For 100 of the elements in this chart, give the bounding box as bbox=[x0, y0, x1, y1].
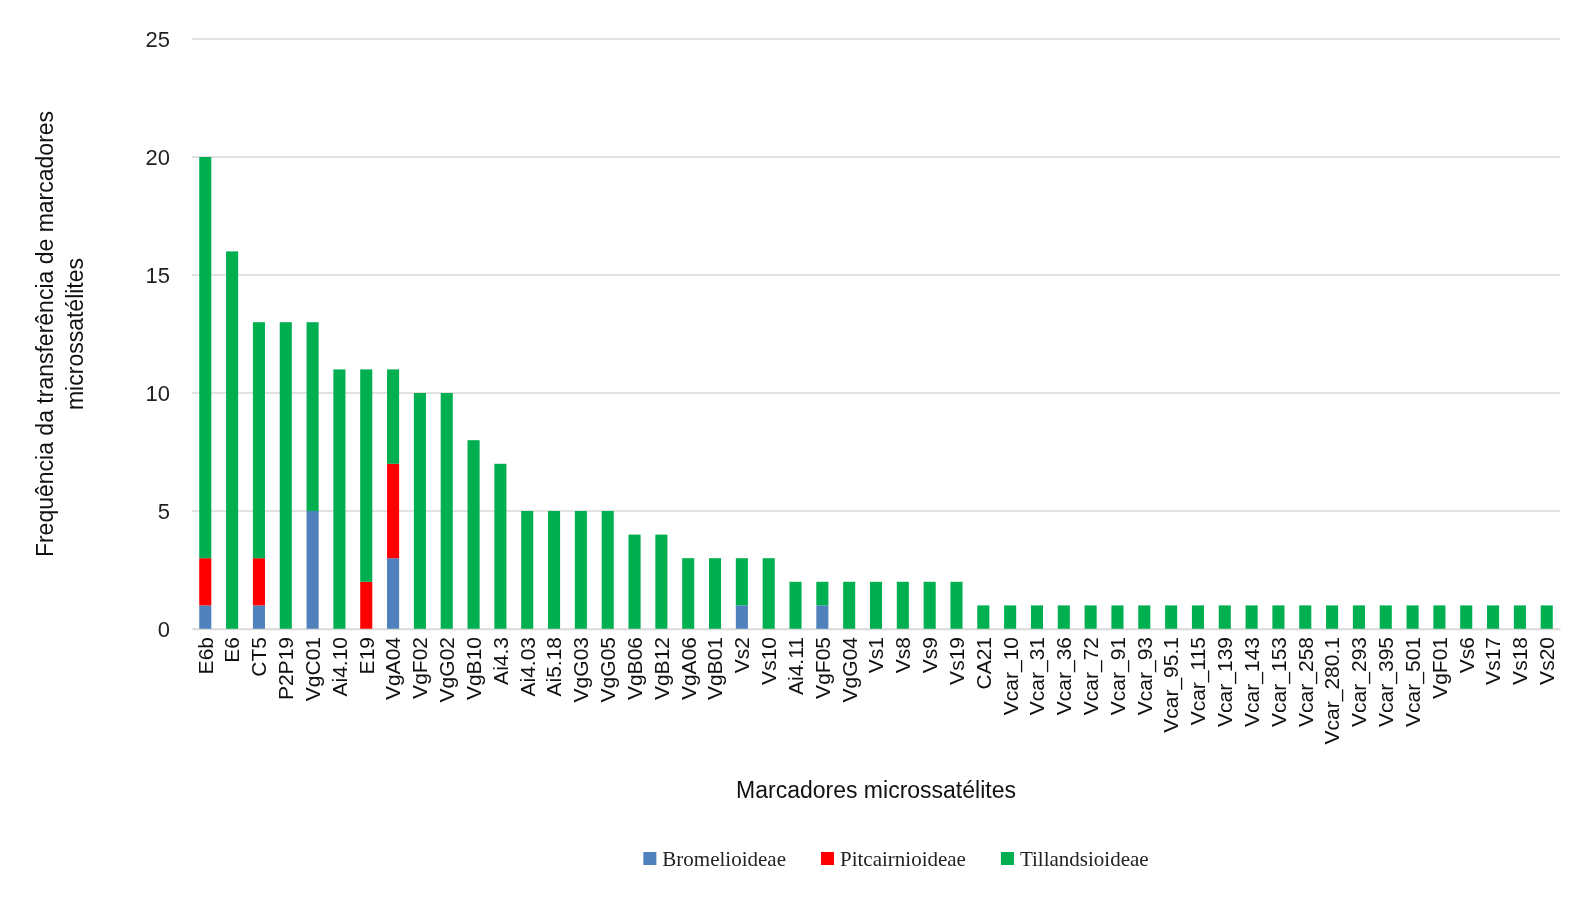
x-tick-label: Vs18 bbox=[1508, 637, 1532, 685]
bar bbox=[923, 581, 936, 629]
y-tick-label: 10 bbox=[145, 380, 170, 406]
bar bbox=[869, 581, 883, 629]
bar bbox=[333, 369, 346, 629]
y-axis-title: Frequência da transferência de marcadores microssatélites bbox=[32, 110, 88, 558]
x-tick-label: VgA04 bbox=[381, 636, 405, 701]
x-tick-label: Ai5.18 bbox=[542, 637, 566, 697]
bar bbox=[467, 440, 480, 629]
y-tick-label: 0 bbox=[157, 616, 170, 642]
bar bbox=[1299, 605, 1312, 629]
x-tick-label: Vcar_395 bbox=[1374, 637, 1399, 727]
x-tick-label: VgF01 bbox=[1427, 637, 1451, 699]
bar bbox=[413, 393, 426, 629]
bar bbox=[252, 322, 265, 559]
x-tick-label: VgA06 bbox=[676, 637, 700, 701]
x-tick-label: P2P19 bbox=[274, 637, 298, 701]
bar bbox=[1030, 605, 1044, 629]
bar bbox=[252, 558, 265, 606]
x-tick-label: VgB12 bbox=[649, 637, 673, 701]
bar bbox=[279, 322, 292, 629]
bar bbox=[896, 581, 909, 629]
bar bbox=[816, 605, 829, 629]
bar bbox=[574, 511, 587, 629]
bar bbox=[655, 534, 668, 629]
x-tick-label: VgB06 bbox=[622, 637, 646, 701]
x-tick-label: Vs8 bbox=[891, 637, 915, 674]
x-tick-label: VgF02 bbox=[408, 637, 432, 699]
x-tick-label: VgG03 bbox=[569, 637, 593, 703]
x-tick-label: VgF05 bbox=[810, 637, 834, 699]
bar bbox=[950, 581, 963, 629]
bar bbox=[1513, 605, 1526, 629]
x-tick-label: Vcar_280.1 bbox=[1320, 637, 1345, 745]
x-tick-label: Vs2 bbox=[730, 637, 754, 674]
bar bbox=[708, 558, 722, 629]
bar bbox=[1433, 605, 1446, 629]
bar bbox=[306, 511, 319, 629]
x-tick-label: Vs19 bbox=[944, 637, 968, 685]
bar bbox=[1352, 605, 1365, 629]
legend-label: Tillandsioideae bbox=[1019, 847, 1149, 872]
bar bbox=[306, 322, 319, 511]
x-tick-label: Vcar_72 bbox=[1078, 637, 1103, 716]
x-tick-label: Ai4.3 bbox=[488, 637, 512, 685]
bar bbox=[682, 558, 695, 629]
bar bbox=[1004, 605, 1017, 629]
bar bbox=[548, 511, 561, 629]
x-tick-label: Vs20 bbox=[1535, 637, 1559, 685]
x-tick-label: Ai4.03 bbox=[515, 637, 539, 697]
bar bbox=[1138, 605, 1151, 629]
bar bbox=[977, 605, 990, 629]
x-tick-label: E6b bbox=[193, 637, 217, 675]
bar bbox=[521, 511, 534, 629]
bar bbox=[843, 581, 856, 629]
x-tick-label: Vcar_293 bbox=[1347, 637, 1372, 727]
bar bbox=[1084, 605, 1097, 629]
bar bbox=[762, 558, 775, 629]
bar bbox=[735, 558, 748, 606]
x-tick-label: Vs10 bbox=[757, 637, 781, 685]
bar bbox=[1272, 605, 1285, 629]
x-tick-label: Vs9 bbox=[918, 637, 942, 674]
x-tick-label: Vcar_95.1 bbox=[1159, 637, 1184, 733]
x-tick-label: Vcar_139 bbox=[1213, 637, 1238, 727]
bar bbox=[1487, 605, 1500, 629]
bar bbox=[1245, 605, 1258, 629]
x-tick-label: Vcar_93 bbox=[1132, 637, 1157, 716]
bar bbox=[601, 511, 614, 629]
bar bbox=[387, 463, 400, 559]
bar bbox=[1191, 605, 1204, 629]
bar bbox=[199, 157, 212, 559]
bar bbox=[387, 558, 400, 629]
x-tick-label: VgG05 bbox=[596, 637, 620, 703]
x-tick-label: Vcar_115 bbox=[1186, 637, 1211, 726]
bar bbox=[1165, 605, 1178, 629]
bar bbox=[440, 393, 453, 629]
x-tick-label: VgG04 bbox=[837, 636, 861, 703]
bar bbox=[628, 534, 641, 629]
bar bbox=[199, 558, 212, 606]
x-tick-label: Vcar_143 bbox=[1239, 637, 1264, 727]
x-tick-label: VgC01 bbox=[300, 637, 324, 702]
bar bbox=[1406, 605, 1419, 629]
bar bbox=[1218, 605, 1231, 629]
x-tick-label: E6 bbox=[220, 637, 244, 663]
x-tick-label: Ai4.11 bbox=[783, 637, 807, 695]
x-tick-label: Ai4.10 bbox=[327, 637, 351, 697]
x-axis-title: Marcadores microssatélites bbox=[736, 777, 1016, 803]
y-tick-label: 20 bbox=[145, 144, 170, 170]
bar bbox=[226, 251, 239, 629]
bar bbox=[789, 581, 802, 629]
bar bbox=[1540, 605, 1553, 629]
x-tick-label: Vcar_91 bbox=[1105, 637, 1130, 716]
legend-label: Pitcairnioideae bbox=[839, 847, 966, 872]
bar bbox=[199, 605, 212, 629]
x-tick-label: Vs1 bbox=[864, 637, 888, 674]
bar bbox=[1379, 605, 1392, 629]
legend-label: Bromelioideae bbox=[662, 847, 786, 872]
x-tick-label: Vs6 bbox=[1454, 637, 1478, 674]
x-tick-label: VgB10 bbox=[461, 637, 485, 701]
x-tick-label: CT5 bbox=[247, 637, 271, 677]
y-tick-label: 15 bbox=[145, 262, 170, 288]
x-tick-label: Vcar_501 bbox=[1400, 637, 1425, 727]
